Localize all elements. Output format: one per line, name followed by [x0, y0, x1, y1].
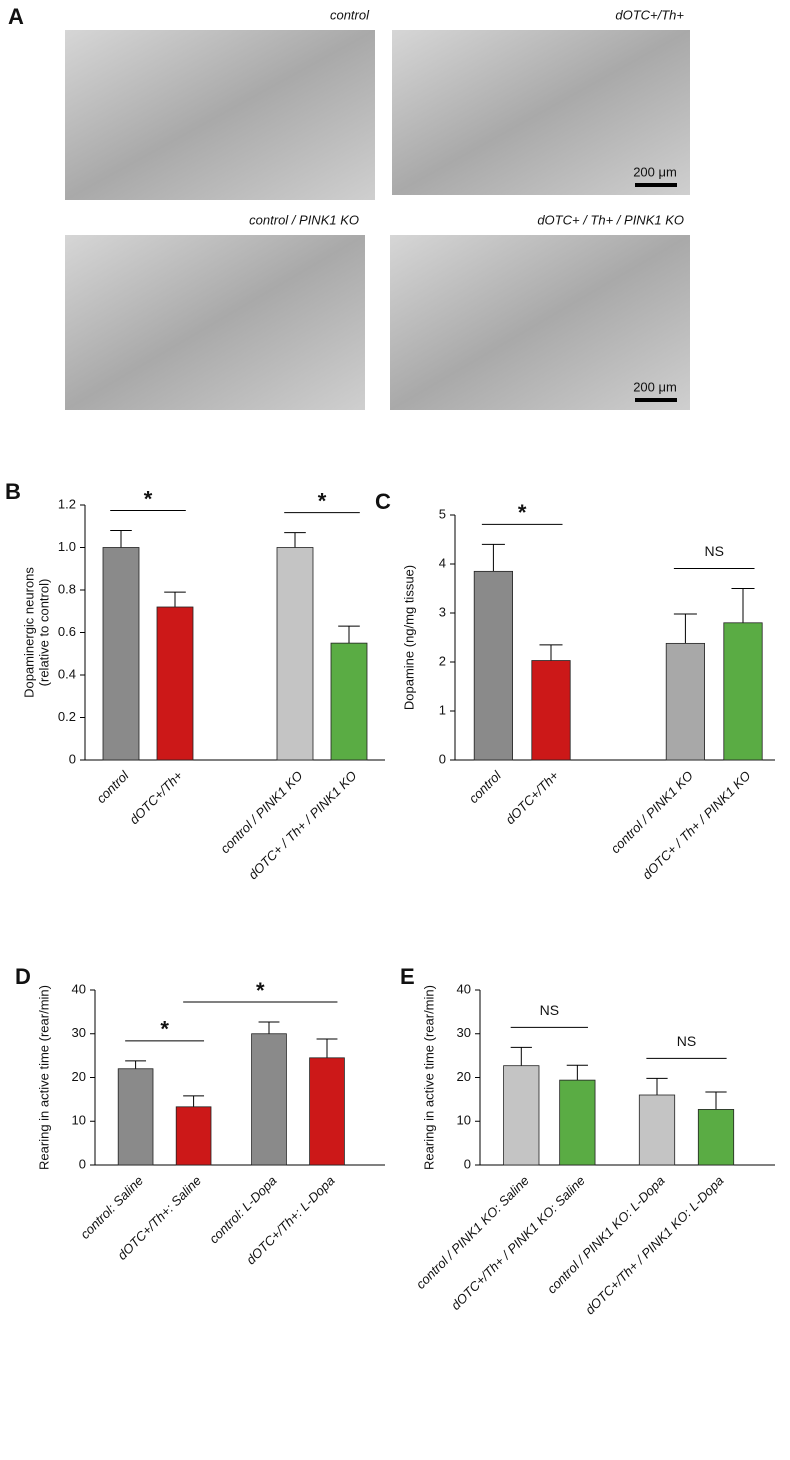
panel-letter: D: [15, 964, 31, 989]
bar: [251, 1033, 287, 1166]
x-tick-label: control: [466, 767, 505, 806]
y-tick-label: 40: [457, 981, 471, 996]
image-caption: control / PINK1 KO: [249, 212, 359, 227]
image-caption: dOTC+/Th+: [615, 7, 684, 22]
y-tick-label: 5: [439, 506, 446, 521]
y-tick-label: 40: [72, 981, 86, 996]
bar: [330, 642, 368, 761]
micrograph: [65, 235, 365, 410]
significance-label: *: [256, 978, 265, 1003]
y-tick-label: 10: [457, 1113, 471, 1128]
y-axis-label: Rearing in active time (rear/min): [421, 985, 436, 1170]
y-tick-label: 30: [72, 1025, 86, 1040]
y-tick-label: 20: [457, 1069, 471, 1084]
x-tick-label: control: [93, 767, 132, 806]
x-tick-label: dOTC+ / Th+ / PINK1 KO: [245, 768, 359, 882]
scale-bar-label: 200 μm: [633, 164, 677, 179]
y-tick-label: 30: [457, 1025, 471, 1040]
y-tick-label: 0: [439, 751, 446, 766]
y-tick-label: 1.2: [58, 496, 76, 511]
scale-bar: [635, 398, 677, 402]
y-tick-label: 0: [79, 1156, 86, 1171]
panel-letter: A: [8, 4, 24, 29]
bar: [638, 1094, 676, 1166]
x-tick-label: dOTC+ / Th+ / PINK1 KO: [639, 768, 753, 882]
significance-label: NS: [540, 1002, 559, 1018]
image-caption: control: [330, 7, 370, 22]
significance-label: *: [144, 486, 153, 511]
bar: [117, 1068, 154, 1166]
y-tick-label: 1.0: [58, 539, 76, 554]
y-tick-label: 0: [464, 1156, 471, 1171]
y-tick-label: 1: [439, 702, 446, 717]
bar: [531, 660, 571, 761]
significance-label: *: [160, 1017, 169, 1042]
significance-label: *: [318, 488, 327, 513]
bar: [156, 606, 194, 761]
y-tick-label: 4: [439, 555, 446, 570]
bar: [102, 547, 140, 761]
panel-letter: B: [5, 479, 21, 504]
y-axis-label: Dopaminergic neurons: [21, 567, 36, 698]
y-axis-label: Dopamine (ng/mg tissue): [401, 565, 416, 710]
bar: [697, 1109, 735, 1166]
micrograph: [390, 235, 690, 410]
panel-letter: E: [400, 964, 415, 989]
y-axis-label: Rearing in active time (rear/min): [36, 985, 51, 1170]
bar: [723, 622, 763, 761]
y-tick-label: 0: [69, 751, 76, 766]
y-tick-label: 10: [72, 1113, 86, 1128]
bar: [559, 1079, 596, 1166]
x-tick-label: dOTC+/Th+: [126, 768, 185, 827]
x-tick-label: dOTC+/Th+: [502, 768, 561, 827]
y-tick-label: 0.6: [58, 624, 76, 639]
y-tick-label: 0.4: [58, 666, 76, 681]
panel-letter: C: [375, 489, 391, 514]
y-tick-label: 20: [72, 1069, 86, 1084]
y-tick-label: 0.2: [58, 709, 76, 724]
scale-bar-label: 200 μm: [633, 379, 677, 394]
y-axis-label: (relative to control): [36, 579, 51, 687]
significance-label: NS: [677, 1033, 696, 1049]
scale-bar: [635, 183, 677, 187]
micrograph: [65, 30, 375, 200]
significance-label: NS: [704, 543, 723, 559]
micrograph: [392, 30, 690, 195]
significance-label: *: [518, 500, 527, 525]
y-tick-label: 0.8: [58, 581, 76, 596]
y-tick-label: 2: [439, 653, 446, 668]
bar: [276, 547, 314, 761]
bar: [665, 642, 706, 761]
bar: [309, 1057, 345, 1166]
bar: [503, 1065, 540, 1166]
y-tick-label: 3: [439, 604, 446, 619]
bar: [473, 570, 514, 761]
x-tick-label: control / PINK1 KO: Saline: [413, 1173, 532, 1292]
bar: [175, 1106, 212, 1166]
image-caption: dOTC+ / Th+ / PINK1 KO: [537, 212, 684, 227]
